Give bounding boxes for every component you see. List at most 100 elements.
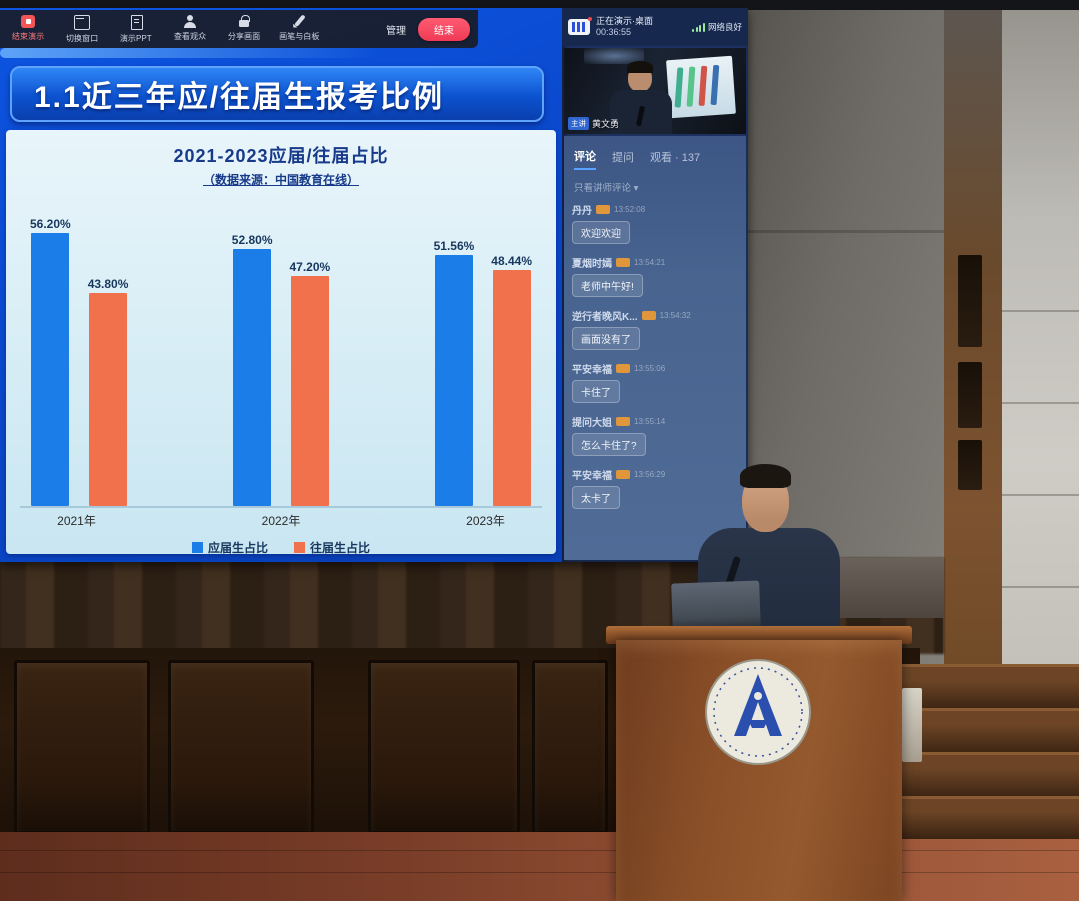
chat-bubble: 怎么卡住了? xyxy=(572,433,646,456)
chat-message: 平安幸福 13:55:06 卡住了 xyxy=(572,361,738,403)
user-level-badge-icon xyxy=(616,364,630,373)
stream-status: 正在演示·桌面 xyxy=(596,15,653,26)
chat-username: 夏烟时嫣 xyxy=(572,259,612,270)
chat-message: 丹丹 13:52:08 欢迎欢迎 xyxy=(572,202,738,244)
university-emblem xyxy=(705,659,811,765)
chat-bubble: 老师中午好! xyxy=(572,274,643,297)
bar-group: 52.80% 47.20% xyxy=(232,233,330,506)
person-icon xyxy=(183,14,197,28)
pillar-recess xyxy=(958,255,982,347)
cabinet-door xyxy=(14,660,150,834)
chat-timestamp: 13:54:32 xyxy=(659,311,691,320)
speaker-name: 黄文勇 xyxy=(592,119,620,129)
toolbar-item[interactable]: 画笔与白板 xyxy=(278,15,321,44)
bar-value-label: 47.20% xyxy=(289,260,331,275)
stream-sidebar: 正在演示·桌面 00:36:55 网络良好 主讲 xyxy=(562,8,748,562)
bar-group: 51.56% 48.44% xyxy=(434,239,532,506)
bar xyxy=(89,292,128,506)
network-label: 网络良好 xyxy=(707,22,742,32)
slide-accent-line xyxy=(0,48,380,58)
presenter-hair xyxy=(740,464,791,488)
chat-message-list[interactable]: 丹丹 13:52:08 欢迎欢迎 夏烟时嫣 13:54:21 老师中午好! 逆行… xyxy=(564,202,746,509)
stream-toolbar: 结束演示 切换窗口 演示PPT 查看观众 分享画面 画笔与白板 管理 结束 xyxy=(0,10,478,48)
side-wall xyxy=(1002,10,1079,700)
chat-timestamp: 13:55:14 xyxy=(634,417,666,426)
chat-message: 逆行者晚风K... 13:54:32 画面没有了 xyxy=(572,308,738,350)
bar xyxy=(434,255,473,506)
chat-username: 提问大姐 xyxy=(572,418,612,429)
stop-icon xyxy=(21,14,35,28)
legend-swatch-icon xyxy=(294,542,305,553)
video-projection xyxy=(666,55,736,119)
chat-bubble: 卡住了 xyxy=(572,380,620,403)
chart-title: 2021-2023应届/往届占比 xyxy=(173,146,389,166)
end-stream-button[interactable]: 结束 xyxy=(418,17,470,41)
chat-tab-bar: 评论 提问 观看 · 137 xyxy=(564,136,746,176)
chart-subtitle: （数据来源：中国教育在线） xyxy=(202,173,359,187)
slide-title: 1.1近三年应/往届生报考比例 xyxy=(10,66,544,122)
bar xyxy=(233,249,272,506)
wall-seam xyxy=(746,230,944,233)
user-level-badge-icon xyxy=(616,417,630,426)
platform-logo-icon xyxy=(568,17,592,35)
toolbar-item[interactable]: 切换窗口 xyxy=(62,14,102,44)
bar xyxy=(492,270,531,506)
x-axis-label: 2021年 xyxy=(57,514,96,528)
network-status: 网络良好 xyxy=(692,21,742,33)
pen-icon xyxy=(292,15,306,28)
chat-tab[interactable]: 提问 xyxy=(612,152,634,164)
slide: 1.1近三年应/往届生报考比例 2021-2023应届/往届占比 （数据来源：中… xyxy=(0,8,562,562)
user-level-badge-icon xyxy=(641,311,656,320)
video-feed: 主讲 黄文勇 xyxy=(564,48,746,134)
user-level-badge-icon xyxy=(596,205,610,214)
chat-username: 逆行者晚风K... xyxy=(572,312,638,323)
chart-legend: 应届生占比 往届生占比 xyxy=(20,539,542,556)
chat-username: 丹丹 xyxy=(572,206,592,217)
user-level-badge-icon xyxy=(616,470,630,479)
stage-floor xyxy=(0,832,1079,901)
toolbar-item[interactable]: 演示PPT xyxy=(116,14,156,44)
chat-bubble: 欢迎欢迎 xyxy=(572,221,630,244)
chat-panel: 评论 提问 观看 · 137 只看讲师评论 ▾ 丹丹 13:52:08 欢迎欢迎 夏… xyxy=(564,136,746,560)
legend-item: 应届生占比 xyxy=(191,539,268,556)
toolbar-item[interactable]: 查看观众 xyxy=(170,14,210,44)
manage-button[interactable]: 管理 xyxy=(386,25,406,37)
bar-value-label: 51.56% xyxy=(433,239,475,254)
legend-item: 往届生占比 xyxy=(294,539,370,556)
bar-chart: 56.20% 43.80% 52.80% 47.20% 51.56% 48.44% 202… xyxy=(20,194,542,556)
chat-bubble: 画面没有了 xyxy=(572,327,640,350)
video-speaker-hair xyxy=(627,61,653,73)
bar-value-label: 52.80% xyxy=(231,233,273,248)
speaker-nameplate: 主讲 黄文勇 xyxy=(568,117,619,130)
podium-top xyxy=(606,626,912,644)
chat-timestamp: 13:54:21 xyxy=(634,258,666,267)
chat-bubble: 太卡了 xyxy=(572,486,620,509)
projection-screen: 1.1近三年应/往届生报考比例 2021-2023应届/往届占比 （数据来源：中… xyxy=(0,8,748,562)
bar xyxy=(290,276,329,506)
bar-value-label: 56.20% xyxy=(30,216,71,231)
cabinet-door xyxy=(532,660,608,834)
bar-value-label: 43.80% xyxy=(87,276,129,291)
window-icon xyxy=(74,14,90,30)
chat-filter-dropdown[interactable]: 只看讲师评论 ▾ xyxy=(574,183,639,194)
toolbar-item[interactable]: 分享画面 xyxy=(224,14,264,44)
stream-header: 正在演示·桌面 00:36:55 网络良好 xyxy=(562,8,748,46)
bar-value-label: 48.44% xyxy=(491,254,532,269)
bar-group: 56.20% 43.80% xyxy=(30,216,129,506)
chat-timestamp: 13:55:06 xyxy=(634,364,666,373)
cabinet-door xyxy=(368,660,520,834)
toolbar-item[interactable]: 结束演示 xyxy=(8,14,48,44)
x-axis-label: 2023年 xyxy=(466,514,505,528)
pillar-recess xyxy=(958,362,982,428)
chat-tab[interactable]: 评论 xyxy=(574,148,596,170)
chat-timestamp: 13:52:08 xyxy=(614,205,646,214)
cabinet-door xyxy=(168,660,314,834)
doc-icon xyxy=(131,14,143,30)
pillar-recess xyxy=(958,440,982,490)
chat-tab[interactable]: 观看 · 137 xyxy=(650,152,701,164)
lock-icon xyxy=(237,14,251,28)
chat-timestamp: 13:56:29 xyxy=(634,470,666,479)
chat-username: 平安幸福 xyxy=(572,365,612,376)
chart-x-axis: 2021年 2022年 2023年 xyxy=(20,512,542,529)
